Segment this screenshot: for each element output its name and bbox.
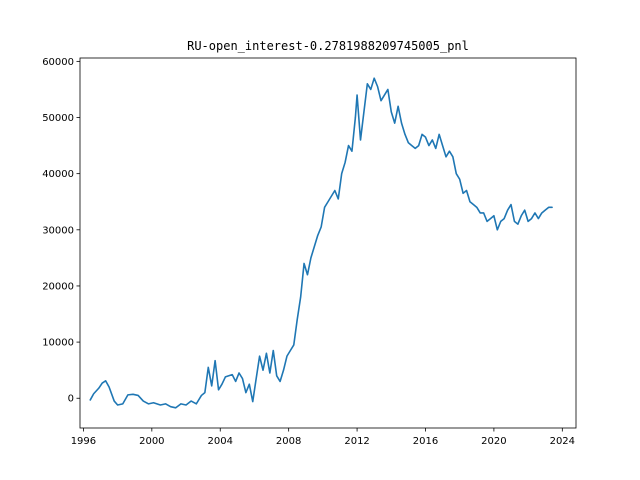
x-tick-label: 2024 bbox=[550, 436, 575, 447]
x-tick-label: 1996 bbox=[71, 436, 96, 447]
y-tick-label: 20000 bbox=[42, 281, 74, 292]
axes-background bbox=[80, 58, 576, 428]
pnl-series-line bbox=[89, 77, 553, 409]
x-tick-label: 2008 bbox=[276, 436, 301, 447]
x-tick-label: 2020 bbox=[481, 436, 506, 447]
x-tick-label: 2004 bbox=[208, 436, 233, 447]
y-tick-label: 0 bbox=[68, 394, 74, 405]
y-axis: 0 10000 20000 30000 40000 50000 60000 bbox=[42, 57, 80, 405]
plot-area bbox=[79, 57, 577, 429]
chart-title: RU-open_interest-0.2781988209745005_pnl bbox=[187, 39, 469, 53]
x-tick-label: 2016 bbox=[413, 436, 438, 447]
x-tick-label: 2000 bbox=[139, 436, 164, 447]
y-tick-label: 50000 bbox=[42, 113, 74, 124]
y-tick-label: 40000 bbox=[42, 169, 74, 180]
y-tick-label: 60000 bbox=[42, 57, 74, 68]
x-tick-label: 2012 bbox=[344, 436, 369, 447]
y-tick-label: 10000 bbox=[42, 338, 74, 349]
x-axis: 1996 2000 2004 2008 2012 2016 2020 2024 bbox=[71, 428, 575, 447]
axes-frame bbox=[79, 57, 577, 429]
y-tick-label: 30000 bbox=[42, 225, 74, 236]
